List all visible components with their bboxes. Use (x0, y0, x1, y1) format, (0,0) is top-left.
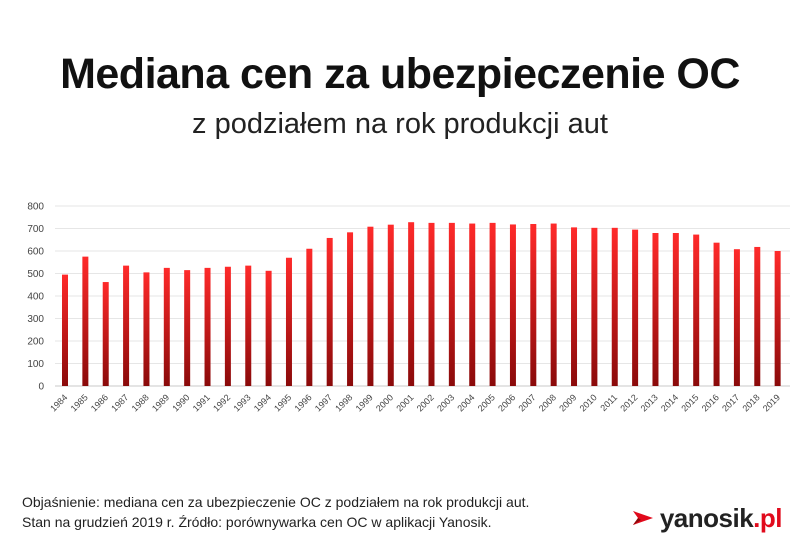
x-tick-label: 2002 (415, 392, 436, 413)
x-tick-label: 1988 (130, 392, 151, 413)
x-tick-label: 2019 (761, 392, 782, 413)
chart-subtitle: z podziałem na rok produkcji aut (192, 108, 608, 140)
x-tick-label: 1995 (272, 392, 293, 413)
bar-1990 (184, 270, 191, 386)
yanosik-logo-icon (632, 511, 653, 525)
bar-2003 (448, 222, 455, 386)
x-tick-label: 1991 (191, 392, 212, 413)
x-tick-label: 2014 (659, 392, 680, 413)
y-tick-label: 800 (27, 202, 44, 213)
brand-logo: yanosik.pl (630, 503, 782, 533)
y-tick-label: 600 (27, 247, 44, 258)
bar-2009 (571, 227, 578, 386)
y-tick-label: 0 (38, 382, 44, 393)
x-tick-label: 2003 (435, 392, 456, 413)
x-tick-label: 1999 (354, 392, 375, 413)
bar-1993 (245, 265, 252, 386)
bar-2013 (652, 233, 659, 386)
x-tick-label: 2010 (578, 392, 599, 413)
x-tick-label: 2015 (679, 392, 700, 413)
footnote-line-2: Stan na grudzień 2019 r. Źródło: porówny… (22, 514, 492, 530)
y-tick-label: 700 (27, 224, 44, 235)
chart-title: Mediana cen za ubezpieczenie OC (60, 50, 740, 98)
x-tick-label: 1992 (211, 392, 232, 413)
x-tick-label: 2005 (476, 392, 497, 413)
bar-2006 (509, 224, 516, 386)
x-tick-label: 2017 (720, 392, 741, 413)
x-tick-label: 2016 (700, 392, 721, 413)
x-tick-label: 1993 (231, 392, 252, 413)
bar-1986 (102, 282, 109, 386)
bar-2004 (469, 223, 476, 386)
bar-2002 (428, 222, 435, 386)
bar-1991 (204, 267, 211, 386)
bar-2014 (672, 233, 679, 386)
x-tick-label: 2000 (374, 392, 395, 413)
x-tick-label: 2012 (618, 392, 639, 413)
bar-2007 (530, 224, 537, 386)
bars (62, 222, 781, 386)
grid-lines (55, 205, 790, 387)
y-axis-ticks: 0 100 200 300 400 500 600 700 800 (27, 202, 44, 393)
bar-1992 (224, 266, 231, 386)
x-tick-label: 1998 (333, 392, 354, 413)
x-tick-label: 1987 (109, 392, 130, 413)
y-tick-label: 200 (27, 337, 44, 348)
y-tick-label: 300 (27, 314, 44, 325)
y-tick-label: 100 (27, 359, 44, 370)
x-tick-label: 1984 (48, 392, 69, 413)
bar-2001 (408, 222, 415, 386)
x-tick-label: 1994 (252, 392, 273, 413)
bar-2018 (754, 246, 761, 386)
bar-2019 (774, 251, 781, 386)
x-tick-label: 2001 (394, 392, 415, 413)
bar-1998 (347, 232, 354, 386)
brand-name: yanosik.pl (659, 502, 783, 533)
bar-1988 (143, 272, 150, 386)
x-tick-label: 2009 (557, 392, 578, 413)
bar-2010 (591, 227, 598, 386)
x-tick-label: 1990 (170, 392, 191, 413)
x-tick-label: 2013 (639, 392, 660, 413)
x-tick-label: 2004 (455, 392, 476, 413)
bar-2000 (387, 224, 394, 386)
x-tick-label: 1985 (69, 392, 90, 413)
bar-1984 (62, 274, 68, 386)
footnote-line-1: Objaśnienie: mediana cen za ubezpieczeni… (22, 494, 530, 510)
x-tick-label: 2008 (537, 392, 558, 413)
bar-2008 (550, 223, 557, 386)
x-tick-label: 2018 (740, 392, 761, 413)
x-tick-label: 1997 (313, 392, 334, 413)
bar-1996 (306, 248, 313, 386)
x-tick-label: 2006 (496, 392, 517, 413)
x-tick-label: 1989 (150, 392, 171, 413)
bar-2012 (632, 229, 639, 386)
footnote: Objaśnienie: mediana cen za ubezpieczeni… (22, 492, 529, 532)
bar-2005 (489, 222, 496, 386)
x-tick-label: 1986 (89, 392, 110, 413)
x-tick-label: 2007 (516, 392, 537, 413)
bar-1989 (163, 267, 170, 386)
bar-2017 (733, 249, 740, 386)
bar-1999 (367, 226, 374, 386)
bar-1987 (123, 265, 130, 386)
x-axis-ticks: 1984 1985 1986 1987 1988 1989 1990 1991 1992 1993… (48, 392, 782, 413)
bar-2015 (693, 234, 700, 386)
bar-1994 (265, 270, 272, 386)
bar-1995 (285, 257, 292, 386)
bar-2016 (713, 242, 720, 386)
bar-2011 (611, 227, 618, 386)
bar-1985 (82, 256, 89, 386)
bar-1997 (326, 237, 333, 386)
y-tick-label: 400 (27, 292, 44, 303)
x-tick-label: 1996 (293, 392, 314, 413)
x-tick-label: 2011 (598, 392, 619, 413)
y-tick-label: 500 (27, 269, 44, 280)
